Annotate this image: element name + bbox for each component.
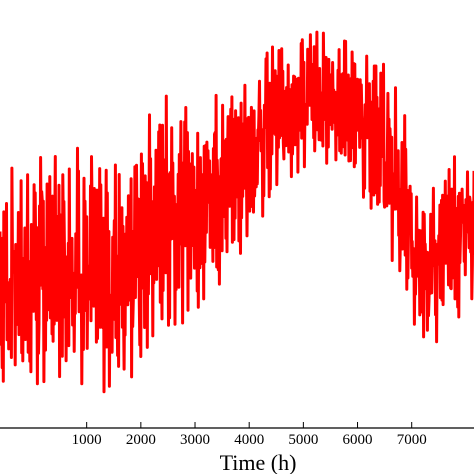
x-tick-label: 3000 bbox=[180, 432, 210, 448]
series-line bbox=[0, 30, 474, 394]
x-tick-label: 1000 bbox=[72, 432, 102, 448]
x-tick-label: 4000 bbox=[234, 432, 264, 448]
x-tick-label: 7000 bbox=[397, 432, 427, 448]
x-axis-label: Time (h) bbox=[220, 450, 297, 474]
x-tick-label: 5000 bbox=[288, 432, 318, 448]
tick-layer: 1000 2000 3000 4000 5000 6000 7000 bbox=[72, 422, 427, 448]
series-layer bbox=[0, 30, 474, 394]
x-tick-label: 2000 bbox=[126, 432, 156, 448]
x-tick-label: 6000 bbox=[343, 432, 373, 448]
